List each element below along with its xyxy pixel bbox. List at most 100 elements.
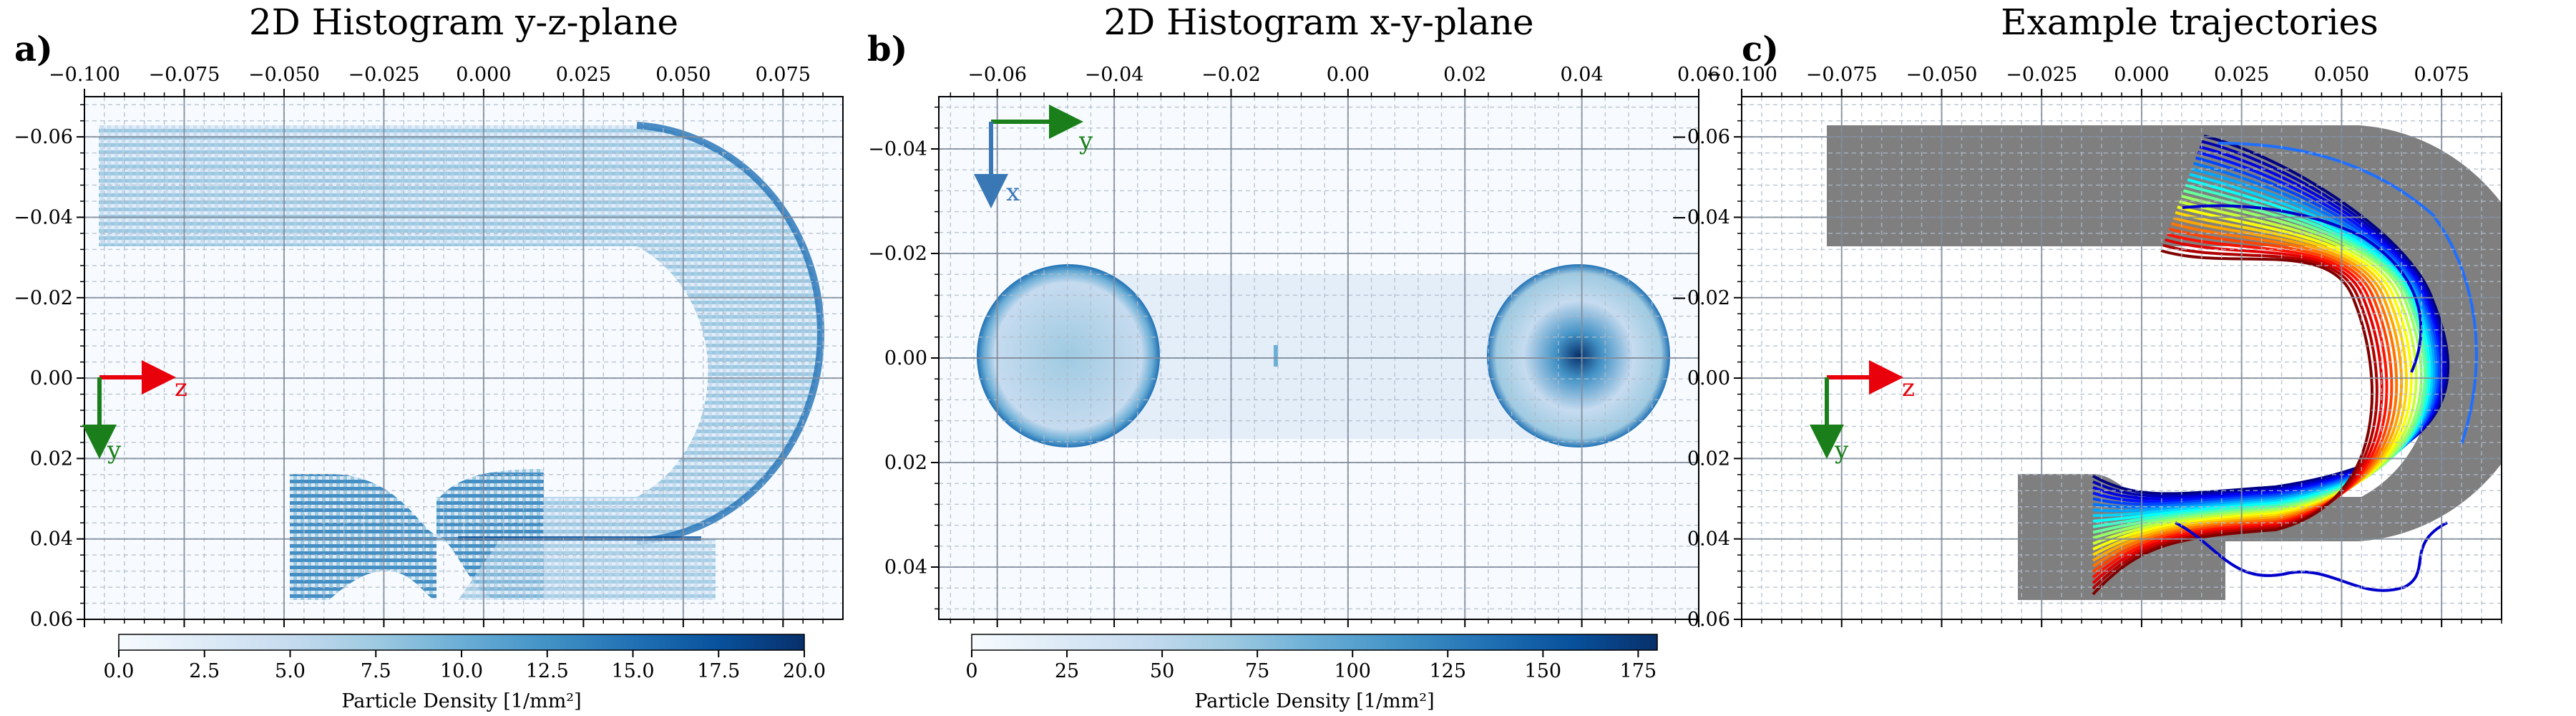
colorbar-label: Particle Density [1/mm²]	[341, 690, 581, 712]
trajectory-line	[2175, 521, 2448, 592]
z-arrow-label: z	[1902, 374, 1915, 402]
x-tick-label: 0.075	[756, 64, 811, 86]
panel-letter: b)	[867, 29, 907, 69]
x-tick-label: −0.050	[248, 64, 320, 86]
axis-arrows: z y	[82, 360, 187, 465]
x-tick-label: 0.000	[2114, 64, 2169, 86]
trajectory-line	[2092, 221, 2399, 568]
y-tick-label: 0.04	[884, 556, 927, 579]
x-tick-label: 0.050	[2314, 64, 2369, 86]
y-tick-label: 0.04	[30, 528, 73, 551]
colorbar-tick-label: 20.0	[783, 660, 826, 682]
panel-title: 2D Histogram x-y-plane	[1103, 1, 1533, 43]
panel-letter: c)	[1742, 29, 1779, 69]
panel-a: a) 2D Histogram y-z-plane −0.100 −0.075 −0…	[14, 1, 844, 712]
x-tick-label: −0.025	[348, 64, 419, 86]
x-tick-label: −0.100	[49, 64, 120, 86]
trajectory-line	[2092, 194, 2423, 540]
colorbar-tick-label: 50	[1150, 660, 1174, 682]
colorbar-tick-label: 2.5	[189, 660, 220, 682]
colorbar-tick-label: 0	[965, 660, 977, 682]
colorbar: 0.0 2.5 5.0 7.5 10.0 12.5 15.0 17.5 20.0 Particl…	[104, 634, 826, 712]
y-tick-label: −0.04	[868, 138, 927, 160]
axes-frame	[1741, 96, 2502, 620]
axes-frame	[84, 96, 844, 620]
trajectory-line	[2182, 204, 2423, 373]
z-arrow-label: z	[175, 374, 187, 402]
trajectory-line	[2092, 178, 2431, 523]
colorbar-tick-label: 17.5	[697, 660, 740, 682]
trajectory-line	[2092, 156, 2441, 506]
tick-labels: −0.06 −0.04 −0.02 0.00 0.02 0.04 0.06 −0.04 −0.0…	[868, 64, 1720, 579]
axis-arrows: y x	[974, 105, 1093, 208]
colorbar-tick-label: 0.0	[104, 660, 135, 682]
y-tick-label: 0.06	[30, 609, 73, 631]
y-tick-label: 0.02	[30, 448, 73, 470]
y-tick-label: −0.06	[1671, 126, 1730, 148]
colorbar-tick-label: 5.0	[275, 660, 306, 682]
trajectory-line	[2092, 135, 2450, 495]
colorbar-tick-label: 10.0	[440, 660, 483, 682]
x-tick-label: 0.04	[1561, 64, 1604, 86]
x-tick-label: 0.00	[1327, 64, 1370, 86]
trajectory-line	[2092, 249, 2374, 596]
colorbar-gradient	[971, 634, 1658, 651]
y-arrow-label: y	[1078, 127, 1093, 155]
x-tick-label: 0.025	[2214, 64, 2269, 86]
colorbar-tick-label: 25	[1055, 660, 1079, 682]
colorbar-tick-label: 12.5	[526, 660, 569, 682]
tick-labels: −0.100 −0.075 −0.050 −0.025 0.000 0.025 0.050 0…	[1671, 64, 2469, 631]
colorbar-gradient	[118, 634, 805, 651]
x-tick-label: −0.075	[1806, 64, 1878, 86]
panel-c: c) Example trajectories −0.100 −0.075 −0.0…	[1671, 1, 2502, 631]
density-region-right-disk	[1487, 264, 1670, 448]
trajectory-line	[2092, 140, 2447, 498]
y-tick-label: −0.04	[14, 206, 73, 228]
colorbar-tick-label: 15.0	[611, 660, 654, 682]
grid	[1734, 89, 2502, 627]
x-tick-label: −0.075	[149, 64, 220, 86]
x-tick-label: −0.02	[1201, 64, 1261, 86]
grid	[77, 89, 843, 627]
x-tick-label: 0.06	[1677, 64, 1720, 86]
trajectory-line	[2092, 216, 2404, 562]
trajectory-line	[2092, 162, 2438, 509]
density-region-left-disk	[977, 264, 1160, 448]
colorbar-tick-label: 125	[1430, 660, 1467, 682]
y-tick-label: 0.00	[884, 347, 927, 369]
y-tick-label: 0.00	[1687, 367, 1730, 390]
trajectory-line	[2092, 167, 2436, 513]
y-tick-label: −0.06	[14, 126, 73, 148]
trajectory-line	[2092, 238, 2384, 584]
x-tick-label: 0.050	[655, 64, 711, 86]
x-tick-label: −0.04	[1085, 64, 1144, 86]
colorbar-label: Particle Density [1/mm²]	[1194, 690, 1434, 712]
x-tick-label: −0.050	[1906, 64, 1978, 86]
panel-title: Example trajectories	[2001, 1, 2379, 43]
y-tick-label: −0.02	[14, 287, 73, 309]
y-tick-label: 0.04	[1687, 528, 1730, 551]
y-tick-label: −0.02	[868, 243, 927, 265]
trajectory-line	[2092, 233, 2389, 579]
trajectories	[2092, 135, 2478, 596]
colorbar: 0 25 50 75 100 125 150 175 Particle Density [1/…	[965, 634, 1658, 712]
colorbar-tick-label: 175	[1620, 660, 1657, 682]
colorbar-tick-label: 150	[1525, 660, 1562, 682]
y-arrow-label: y	[1834, 436, 1849, 465]
colorbar-tick-label: 75	[1245, 660, 1269, 682]
x-tick-label: −0.100	[1706, 64, 1777, 86]
density-region-nozzle	[290, 474, 436, 600]
y-tick-label: −0.04	[1671, 206, 1730, 228]
y-tick-label: 0.02	[884, 452, 927, 474]
density-region-u	[99, 125, 821, 541]
x-tick-label: −0.025	[2006, 64, 2077, 86]
x-tick-label: 0.000	[456, 64, 511, 86]
y-tick-label: −0.02	[1671, 287, 1730, 309]
trajectory-line	[2218, 142, 2478, 445]
x-arrow-label: x	[1006, 178, 1020, 207]
axes-frame	[938, 96, 1699, 620]
colorbar-tick-label: 7.5	[361, 660, 391, 682]
panel-letter: a)	[14, 29, 53, 69]
panel-title: 2D Histogram y-z-plane	[249, 1, 678, 43]
x-tick-label: 0.02	[1443, 64, 1486, 86]
